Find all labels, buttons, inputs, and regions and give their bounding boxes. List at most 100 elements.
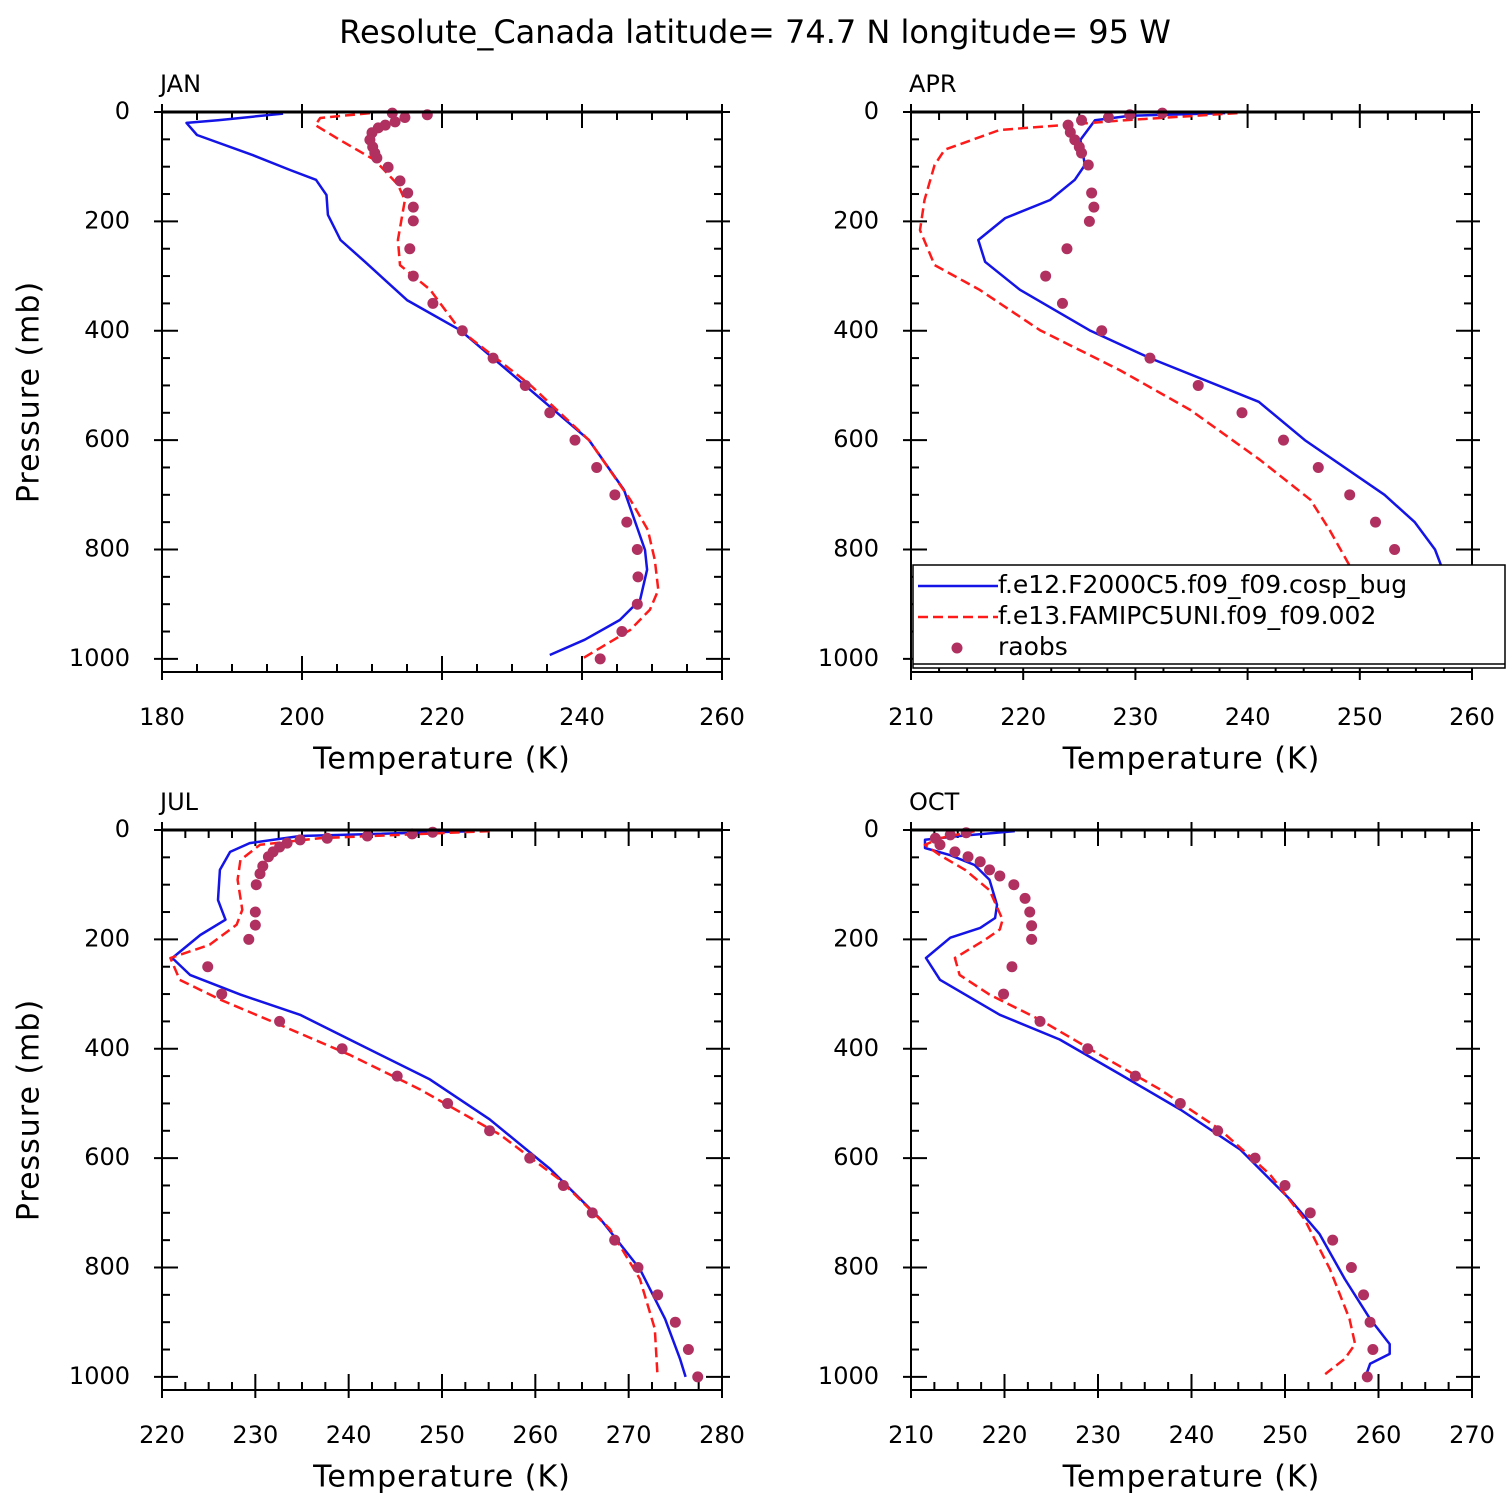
raobs-point: [1102, 111, 1114, 123]
panel-title: OCT: [909, 788, 960, 816]
raobs-point: [632, 571, 644, 583]
x-tick-label: 220: [982, 1421, 1028, 1449]
raobs-point: [216, 988, 228, 1000]
x-tick-label: 270: [606, 1421, 652, 1449]
x-tick-label: 220: [139, 1421, 185, 1449]
raobs-point: [1024, 906, 1036, 918]
raobs-point: [336, 1043, 348, 1055]
y-tick-label: 200: [833, 206, 879, 234]
y-tick-label: 0: [864, 815, 879, 843]
raobs-point: [621, 516, 633, 528]
raobs-point: [1034, 1015, 1046, 1027]
raobs-point: [984, 864, 996, 876]
x-tick-label: 220: [419, 703, 465, 731]
raobs-point: [994, 870, 1006, 882]
raobs-point: [962, 851, 974, 863]
raobs-point: [1389, 544, 1401, 555]
raobs-point: [632, 1262, 644, 1273]
raobs-point: [254, 868, 266, 880]
x-tick-label: 180: [139, 703, 185, 731]
y-tick-label: 0: [864, 97, 879, 125]
raobs-point: [250, 879, 262, 891]
raobs-point: [1212, 1125, 1224, 1137]
raobs-point: [1086, 187, 1098, 199]
raobs-point: [1061, 243, 1073, 255]
raobs-point: [427, 297, 439, 309]
raobs-point: [1249, 1152, 1261, 1164]
raobs-point: [484, 1125, 496, 1137]
raobs-point: [974, 856, 986, 868]
y-tick-label: 600: [833, 1143, 879, 1171]
raobs-point: [669, 1316, 681, 1328]
raobs-point: [442, 1097, 454, 1109]
x-tick-label: 210: [888, 1421, 934, 1449]
x-tick-label: 220: [1000, 703, 1046, 731]
x-tick-label: 250: [1262, 1421, 1308, 1449]
raobs-point: [682, 1344, 694, 1356]
raobs-point: [1076, 114, 1088, 126]
raobs-point: [456, 325, 468, 337]
raobs-point: [402, 187, 414, 199]
raobs-point: [609, 489, 621, 501]
y-tick-label: 0: [115, 815, 130, 843]
legend-label: f.e12.F2000C5.f09_f09.cosp_bug: [998, 570, 1407, 599]
raobs-point: [1019, 892, 1031, 904]
raobs-point: [1082, 1043, 1094, 1055]
panel-title: JUL: [158, 788, 199, 816]
raobs-point: [1129, 1070, 1141, 1082]
raobs-point: [1144, 352, 1156, 364]
x-tick-label: 250: [419, 1421, 465, 1449]
raobs-point: [944, 829, 956, 841]
x-tick-label: 210: [888, 703, 934, 731]
raobs-point: [591, 461, 603, 473]
x-axis-label: Temperature (K): [312, 742, 571, 777]
panel: JAN 180 200 220 240 260 0 200 400 600 800 1000 Tempe…: [12, 70, 745, 777]
raobs-point: [616, 626, 628, 638]
y-tick-label: 0: [115, 97, 130, 125]
legend-label: f.e13.FAMIPC5UNI.f09_f09.002: [998, 601, 1376, 630]
raobs-point: [389, 116, 401, 128]
x-tick-label: 230: [1075, 1421, 1121, 1449]
panel: JUL 220 230 240 250 260 270 280 0 200 400 600 800 100…: [12, 788, 745, 1495]
y-tick-label: 800: [84, 535, 130, 563]
raobs-point: [243, 933, 255, 945]
y-tick-label: 200: [84, 206, 130, 234]
legend-marker: [951, 642, 963, 654]
raobs-point: [1026, 920, 1038, 932]
raobs-point: [1174, 1097, 1186, 1109]
x-tick-label: 280: [699, 1421, 745, 1449]
y-tick-label: 800: [833, 1253, 879, 1281]
raobs-point: [1304, 1207, 1316, 1219]
y-tick-label: 400: [833, 1034, 879, 1062]
raobs-point: [1083, 215, 1095, 227]
raobs-point: [1008, 879, 1020, 891]
raobs-point: [1082, 159, 1094, 171]
y-tick-label: 600: [84, 425, 130, 453]
y-tick-label: 800: [84, 1253, 130, 1281]
x-tick-label: 200: [279, 703, 325, 731]
raobs-point: [1370, 516, 1382, 528]
x-axis-label: Temperature (K): [1062, 1460, 1321, 1495]
raobs-point: [1367, 1344, 1379, 1356]
panel: OCT 210 220 230 240 250 260 270 0 200 400 600 800 100…: [818, 788, 1495, 1495]
raobs-point: [371, 152, 383, 164]
legend-label: raobs: [998, 632, 1068, 661]
raobs-point: [1096, 325, 1108, 337]
x-tick-label: 260: [699, 703, 745, 731]
raobs-point: [487, 352, 499, 364]
raobs-point: [544, 407, 556, 419]
y-tick-label: 400: [84, 316, 130, 344]
legend-box: [912, 564, 1506, 669]
y-tick-label: 400: [84, 1034, 130, 1062]
profile-line: [923, 829, 1357, 1376]
x-tick-label: 240: [1169, 1421, 1215, 1449]
raobs-point: [1361, 1371, 1373, 1383]
panel-title: APR: [909, 70, 957, 98]
raobs-point: [1364, 1316, 1376, 1328]
raobs-point: [569, 434, 581, 446]
x-tick-label: 270: [1449, 1421, 1495, 1449]
raobs-point: [1040, 270, 1052, 282]
y-tick-label: 1000: [69, 644, 130, 672]
